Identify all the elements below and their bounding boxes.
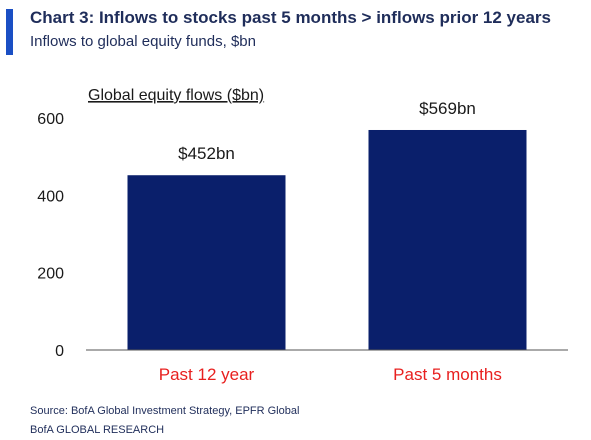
source-note: Source: BofA Global Investment Strategy,… bbox=[30, 405, 300, 417]
bar-chart: Global equity flows ($bn) 0 200 400 600 $45… bbox=[37, 87, 568, 384]
y-tick-label: 400 bbox=[37, 188, 64, 205]
x-category-label: Past 5 months bbox=[393, 365, 502, 384]
bar-data-label: $452bn bbox=[178, 144, 235, 163]
inner-chart-title: Global equity flows ($bn) bbox=[88, 87, 264, 104]
title-accent-bar bbox=[6, 9, 13, 55]
y-tick-label: 600 bbox=[37, 111, 64, 128]
bar-data-labels: $452bn $569bn bbox=[178, 99, 476, 163]
x-axis-labels: Past 12 year Past 5 months bbox=[159, 365, 502, 384]
chart-title: Chart 3: Inflows to stocks past 5 months… bbox=[30, 8, 551, 27]
x-category-label: Past 12 year bbox=[159, 365, 255, 384]
bar bbox=[368, 129, 527, 350]
bar bbox=[127, 175, 286, 350]
y-tick-label: 0 bbox=[55, 343, 64, 360]
chart-subtitle: Inflows to global equity funds, $bn bbox=[30, 33, 256, 50]
bars bbox=[127, 129, 527, 350]
y-axis-ticks: 0 200 400 600 bbox=[37, 111, 64, 360]
y-tick-label: 200 bbox=[37, 266, 64, 283]
brand-footer: BofA GLOBAL RESEARCH bbox=[30, 424, 165, 436]
bar-data-label: $569bn bbox=[419, 99, 476, 118]
